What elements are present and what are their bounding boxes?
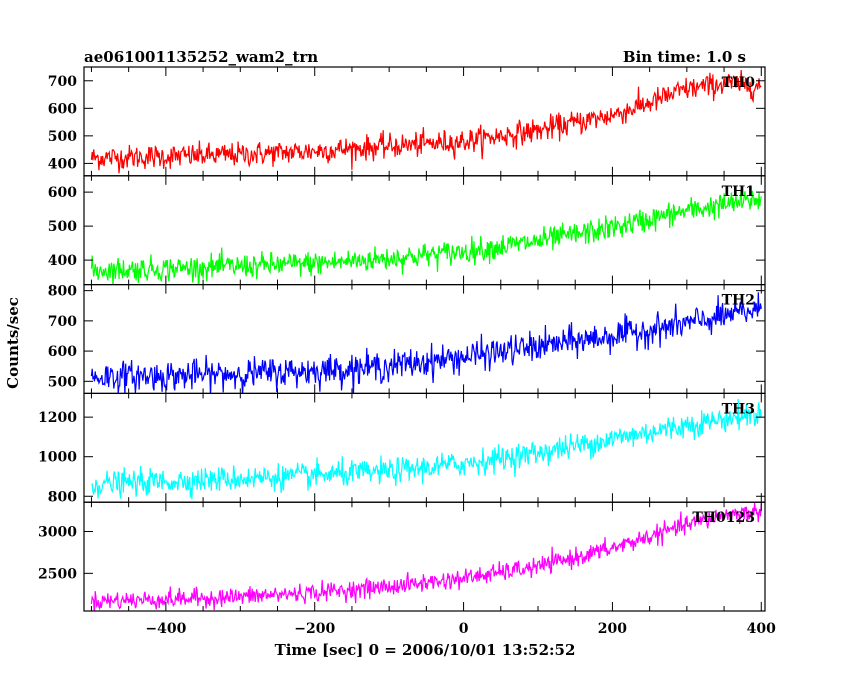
y-tick-label: 700 [48,314,77,330]
panel-th0123: 2500 3000 TH0123 [38,501,766,612]
panel-label-th2: TH2 [722,293,755,309]
x-axis-label: Time [sec] 0 = 2006/10/01 13:52:52 [275,641,576,659]
series-line-th1 [90,188,762,285]
y-tick-label: 600 [48,344,77,360]
series-line-th3 [90,398,762,500]
y-axis-label: Counts/sec [4,297,22,389]
y-tick-label: 1200 [38,410,77,426]
panel-th1: 400 500 600 TH1 [48,175,766,286]
panel-th3: 800 1000 1200 TH3 [38,392,766,505]
panel-label-th0123: TH0123 [692,510,755,526]
y-tick-label: 500 [48,129,77,145]
y-tick-label: 800 [48,284,77,300]
y-tick-label: 500 [48,219,77,235]
bin-time-label: Bin time: 1.0 s [623,48,746,66]
panel-label-th0: TH0 [722,75,756,91]
panel-label-th3: TH3 [722,401,755,417]
x-tick-label: −200 [294,621,335,637]
series-line-th0123 [90,502,762,612]
y-tick-label: 800 [48,489,77,505]
panel-label-th1: TH1 [722,184,755,200]
panel-th2: 500 600 700 800 TH2 [48,284,766,395]
series-line-th0 [90,69,762,174]
panel-frame [83,501,766,612]
x-tick-label: 0 [459,621,469,637]
panel-frame [83,66,766,177]
y-tick-label: 600 [48,101,77,117]
y-tick-label: 500 [48,374,77,390]
chart-title: ae061001135252_wam2_trn [84,48,318,66]
panels-group: 400 500 600 700 TH0 400 500 600 TH1 500 600 700 800 T… [38,66,776,637]
series-line-th2 [90,292,762,394]
y-tick-label: 3000 [38,524,77,540]
y-tick-label: 700 [48,74,77,90]
panel-frame [83,175,766,286]
y-tick-label: 600 [48,185,77,201]
x-tick-label: 400 [747,621,776,637]
x-tick-label: −400 [145,621,186,637]
y-tick-label: 400 [48,156,77,172]
y-tick-label: 2500 [38,566,77,582]
x-tick-label: 200 [598,621,627,637]
y-tick-label: 1000 [38,450,77,466]
panel-th0: 400 500 600 700 TH0 [48,66,766,177]
y-tick-label: 400 [48,253,77,269]
